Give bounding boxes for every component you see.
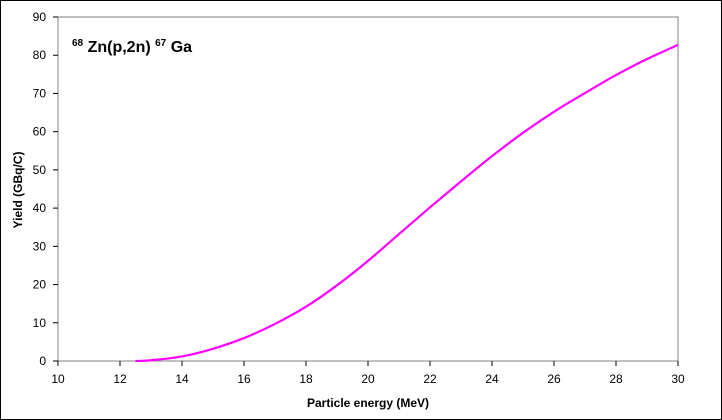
y-tick-label: 70	[33, 86, 47, 100]
y-tick-label: 10	[33, 316, 47, 330]
title-target: Zn(p,2n)	[88, 39, 151, 56]
y-axis-title: Yield (GBq/C)	[11, 152, 25, 229]
title-product: Ga	[171, 39, 192, 56]
title-mass-a: 68	[72, 38, 84, 49]
x-tick-label: 12	[113, 372, 127, 386]
y-tick-label: 60	[33, 125, 47, 139]
plot-area	[57, 16, 679, 362]
x-tick-label: 28	[609, 372, 623, 386]
x-tick-label: 26	[547, 372, 561, 386]
x-tick-label: 14	[175, 372, 189, 386]
x-axis-title: Particle energy (MeV)	[307, 396, 429, 410]
x-tick-label: 16	[237, 372, 251, 386]
y-tick-label: 80	[33, 48, 47, 62]
y-tick-label: 20	[33, 278, 47, 292]
x-tick-label: 30	[671, 372, 685, 386]
title-mass-b: 67	[155, 38, 167, 49]
y-axis-ticks: 0 10 20 30 40 50 60 70 80 90	[33, 10, 58, 368]
x-tick-label: 10	[51, 372, 65, 386]
x-axis-ticks: 10 12 14 16 18 20 22 24 26 28 30	[51, 361, 685, 386]
y-tick-label: 50	[33, 163, 47, 177]
y-tick-label: 0	[39, 354, 46, 368]
x-tick-label: 22	[423, 372, 437, 386]
y-tick-label: 90	[33, 10, 47, 24]
series-layer	[135, 43, 679, 363]
y-tick-label: 30	[33, 239, 47, 253]
x-tick-label: 20	[361, 372, 375, 386]
x-tick-label: 24	[485, 372, 499, 386]
chart-title: 68 Zn(p,2n) 67 Ga	[72, 33, 192, 56]
yield-curve-line	[135, 43, 679, 363]
y-tick-label: 40	[33, 201, 47, 215]
x-tick-label: 18	[299, 372, 313, 386]
